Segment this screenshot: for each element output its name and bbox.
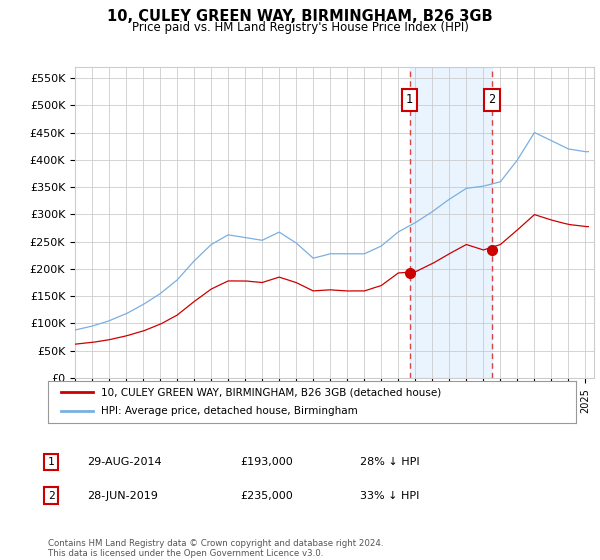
Text: 1: 1 — [47, 457, 55, 467]
Text: £235,000: £235,000 — [240, 491, 293, 501]
Text: 1: 1 — [406, 94, 413, 106]
Text: £193,000: £193,000 — [240, 457, 293, 467]
Text: 2: 2 — [47, 491, 55, 501]
Text: 28-JUN-2019: 28-JUN-2019 — [87, 491, 158, 501]
Text: Price paid vs. HM Land Registry's House Price Index (HPI): Price paid vs. HM Land Registry's House … — [131, 21, 469, 34]
Text: 10, CULEY GREEN WAY, BIRMINGHAM, B26 3GB (detached house): 10, CULEY GREEN WAY, BIRMINGHAM, B26 3GB… — [101, 387, 441, 397]
Text: 29-AUG-2014: 29-AUG-2014 — [87, 457, 161, 467]
Bar — [410, 67, 492, 378]
Text: 33% ↓ HPI: 33% ↓ HPI — [360, 491, 419, 501]
Text: 2: 2 — [488, 94, 496, 106]
Text: 28% ↓ HPI: 28% ↓ HPI — [360, 457, 419, 467]
Text: HPI: Average price, detached house, Birmingham: HPI: Average price, detached house, Birm… — [101, 407, 358, 417]
Text: 10, CULEY GREEN WAY, BIRMINGHAM, B26 3GB: 10, CULEY GREEN WAY, BIRMINGHAM, B26 3GB — [107, 9, 493, 24]
Text: Contains HM Land Registry data © Crown copyright and database right 2024.
This d: Contains HM Land Registry data © Crown c… — [48, 539, 383, 558]
